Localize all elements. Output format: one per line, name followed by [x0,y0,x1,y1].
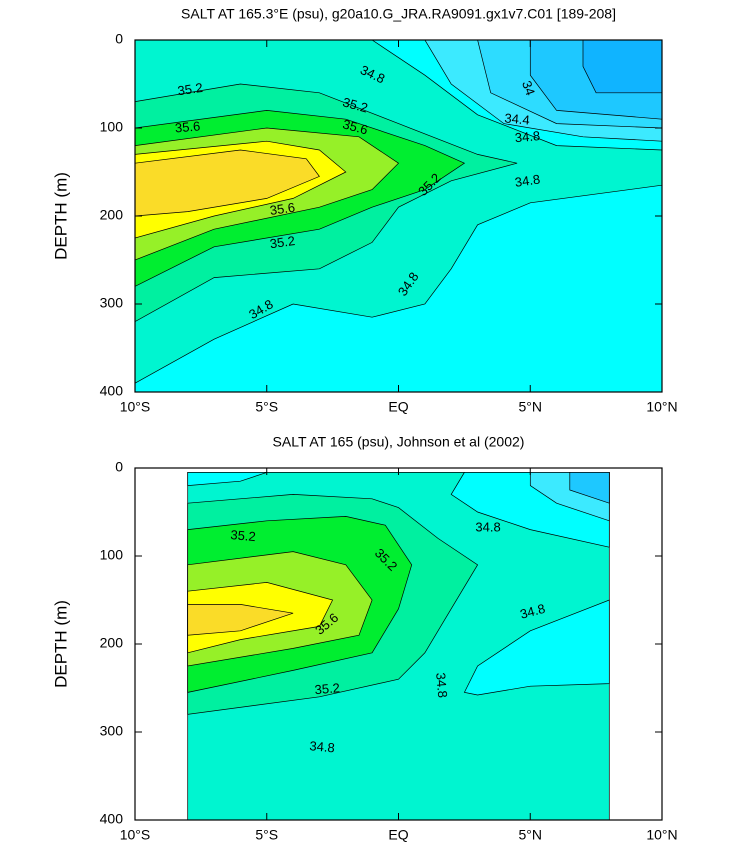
contour-label: 35.2 [230,527,257,544]
contour-label: 35.6 [174,118,201,135]
y-tick-label: 400 [100,811,124,827]
y-tick-label: 200 [100,635,124,651]
x-tick-label: 10°N [646,827,677,843]
x-tick-label: 10°N [646,399,677,415]
y-tick-label: 100 [100,119,124,135]
contour-label: 34.8 [309,738,336,755]
contour-label: 34.4 [504,110,531,127]
contour-label: 35.2 [341,94,369,115]
x-tick-label: 10°S [120,827,151,843]
x-tick-label: 10°S [120,399,151,415]
contour-fill [463,599,610,696]
x-tick-label: 5°N [519,399,543,415]
x-tick-label: 5°N [519,827,543,843]
chart-title: SALT AT 165 (psu), Johnson et al (2002) [273,434,525,450]
x-tick-label: 5°S [255,827,278,843]
contour-label: 34.8 [514,171,541,189]
contour-label: 35.6 [341,116,369,137]
contour-label: 35.2 [177,80,204,98]
contour-label: 35.6 [269,200,296,218]
y-tick-label: 300 [100,723,124,739]
y-tick-label: 0 [115,31,123,47]
contour-fill [582,40,662,94]
contour-label: 34.8 [518,601,546,622]
contour-label: 34.8 [514,128,541,145]
y-tick-label: 300 [100,295,124,311]
contour-fill [187,604,294,636]
contour-label: 35.2 [314,680,341,697]
y-tick-label: 200 [100,207,124,223]
contour-fill [187,472,267,486]
y-tick-label: 100 [100,547,124,563]
x-tick-label: 5°S [255,399,278,415]
contour-label: 34.8 [475,519,500,534]
plot-area: 35.235.234.834.835.635.2 34.834.8 [187,472,610,820]
contour-label: 34.8 [433,672,450,699]
y-tick-label: 400 [100,383,124,399]
y-tick-label: 0 [115,459,123,475]
contour-fill [569,472,610,504]
contour-label: 35.2 [269,233,296,251]
chart-title: SALT AT 165.3°E (psu), g20a10.G_JRA.RA90… [181,6,616,22]
x-tick-label: EQ [388,827,408,843]
contour-label: 34 [519,79,538,98]
contour-fill [135,149,320,217]
x-tick-label: EQ [388,399,408,415]
y-axis-label: DEPTH (m) [51,172,70,260]
y-axis-label: DEPTH (m) [51,600,70,688]
